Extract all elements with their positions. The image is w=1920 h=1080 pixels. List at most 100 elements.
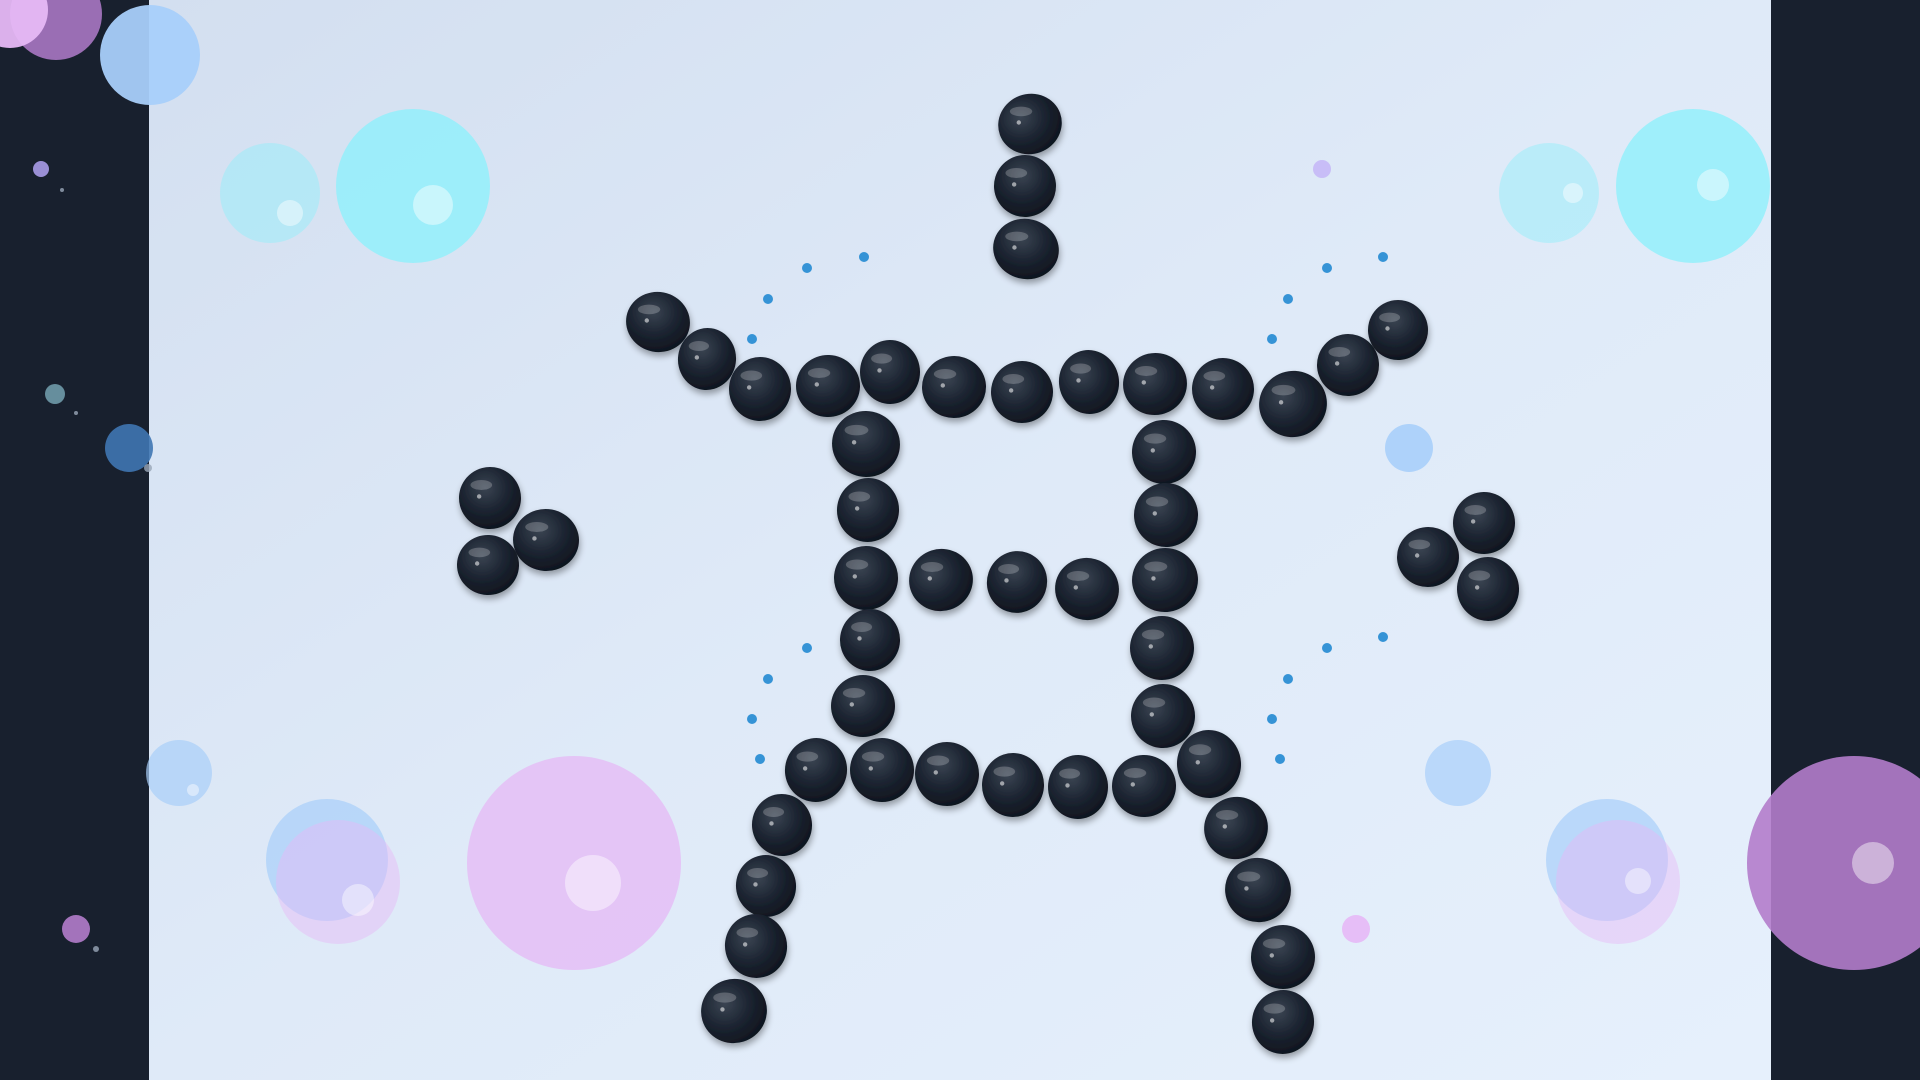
stone-glint — [1141, 380, 1147, 385]
stone-sheen — [1408, 539, 1431, 550]
stone-piece[interactable] — [1124, 610, 1200, 686]
stone-piece[interactable] — [1174, 727, 1244, 800]
stone-glint — [1130, 782, 1136, 787]
stone-piece[interactable] — [1117, 347, 1193, 422]
stone-sheen — [1059, 768, 1081, 779]
hint-dot — [1267, 334, 1277, 344]
hint-dot — [763, 294, 773, 304]
stone-glint — [1011, 182, 1017, 187]
stone-piece[interactable] — [911, 738, 982, 809]
stone-glint — [1222, 824, 1228, 829]
hint-dot — [747, 334, 757, 344]
stone-piece[interactable] — [1048, 550, 1127, 627]
stone-piece[interactable] — [1309, 326, 1387, 404]
stone-piece[interactable] — [1453, 553, 1522, 624]
stone-piece[interactable] — [987, 212, 1066, 286]
stone-piece[interactable] — [831, 675, 895, 737]
stone-piece[interactable] — [1361, 293, 1434, 366]
stone-piece[interactable] — [859, 339, 921, 404]
stone-glint — [852, 574, 857, 579]
bubble — [266, 799, 388, 921]
stone-sheen — [851, 622, 873, 632]
stone-piece[interactable] — [1250, 362, 1336, 447]
stone-sheen — [713, 992, 737, 1003]
bubble — [276, 820, 400, 944]
stone-piece[interactable] — [1452, 491, 1515, 554]
stone-glint — [1065, 783, 1070, 788]
stone-piece[interactable] — [1111, 754, 1177, 818]
stone-piece[interactable] — [986, 147, 1063, 224]
stone-sheen — [1002, 374, 1025, 384]
stone-piece[interactable] — [731, 850, 802, 922]
stone-piece[interactable] — [674, 324, 740, 393]
stone-piece[interactable] — [920, 354, 988, 420]
bubble-speck — [93, 946, 99, 952]
stone-sheen — [1203, 371, 1226, 381]
stone-piece[interactable] — [1124, 677, 1202, 755]
stone-piece[interactable] — [990, 85, 1071, 163]
stone-piece[interactable] — [1195, 788, 1276, 868]
stone-sheen — [1141, 629, 1165, 640]
stone-piece[interactable] — [1185, 351, 1262, 428]
stone-piece[interactable] — [795, 354, 861, 418]
stone-piece[interactable] — [831, 543, 901, 613]
stone-piece[interactable] — [980, 751, 1046, 819]
stone-glint — [1195, 760, 1201, 765]
stone-piece[interactable] — [1130, 418, 1197, 485]
stone-piece[interactable] — [510, 506, 581, 574]
stone-piece[interactable] — [456, 534, 520, 596]
stone-glint — [769, 821, 774, 826]
stone-piece[interactable] — [832, 474, 903, 547]
stone-sheen — [926, 755, 950, 766]
stone-sheen — [1144, 561, 1168, 572]
stone-glint — [1278, 400, 1284, 405]
bubble — [100, 5, 200, 105]
stone-glint — [1008, 388, 1014, 393]
bubble — [1556, 820, 1680, 944]
stone-glint — [1152, 511, 1158, 516]
stone-piece[interactable] — [693, 971, 775, 1052]
stone-piece[interactable] — [979, 543, 1056, 621]
stone-piece[interactable] — [1054, 345, 1124, 418]
stone-sheen — [470, 480, 493, 490]
stone-piece[interactable] — [726, 354, 793, 423]
bubble — [1385, 424, 1433, 472]
stone-glint — [1073, 585, 1079, 590]
stone-piece[interactable] — [1217, 850, 1299, 931]
stone-pieces[interactable] — [455, 85, 1523, 1059]
stone-glint — [1474, 585, 1480, 590]
stone-piece[interactable] — [748, 790, 816, 860]
stone-piece[interactable] — [987, 357, 1056, 426]
bubble-speck — [60, 188, 64, 192]
stone-sheen — [1134, 366, 1158, 376]
stone-piece[interactable] — [621, 286, 695, 357]
stone-glint — [1012, 245, 1017, 250]
stone-piece[interactable] — [1047, 754, 1109, 819]
hint-dot — [1378, 252, 1388, 262]
stone-piece[interactable] — [1395, 525, 1461, 589]
stone-piece[interactable] — [718, 907, 794, 984]
hint-dot — [755, 754, 765, 764]
stone-piece[interactable] — [901, 541, 981, 620]
stone-piece[interactable] — [845, 733, 919, 807]
stone-piece[interactable] — [1246, 985, 1319, 1060]
stone-piece[interactable] — [826, 405, 906, 484]
stone-piece[interactable] — [1127, 543, 1202, 617]
stone-piece[interactable] — [1244, 918, 1322, 996]
stone-glint — [999, 781, 1005, 786]
stone-sheen — [1005, 231, 1029, 242]
stone-piece[interactable] — [838, 607, 901, 672]
stone-glint — [814, 382, 819, 387]
stone-sheen — [1005, 168, 1028, 178]
stone-piece[interactable] — [455, 463, 525, 533]
stone-glint — [1244, 886, 1249, 891]
stone-piece[interactable] — [779, 732, 854, 808]
stone-sheen — [468, 547, 491, 558]
stone-glint — [1076, 378, 1081, 383]
bubble-highlight — [413, 185, 453, 225]
stone-body[interactable] — [831, 675, 895, 737]
stone-sheen — [842, 688, 866, 698]
stone-piece[interactable] — [1131, 480, 1201, 550]
hint-dot — [1267, 714, 1277, 724]
stone-glint — [1269, 953, 1275, 958]
